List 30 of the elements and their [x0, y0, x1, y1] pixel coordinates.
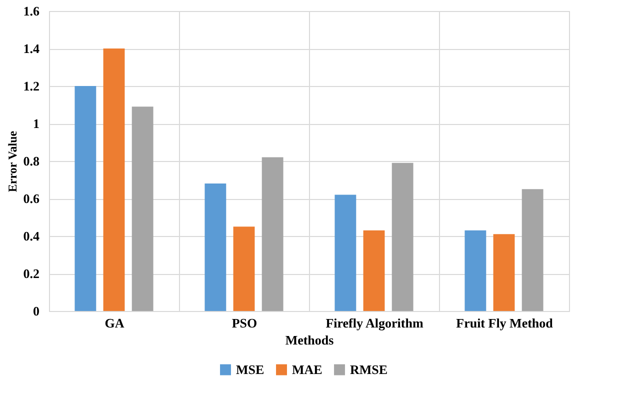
y-tick-label: 1.2 — [23, 78, 40, 94]
x-tick-label: Fruit Fly Method — [456, 316, 554, 330]
x-tick-label: GA — [104, 316, 125, 330]
bar — [493, 234, 515, 311]
bar — [132, 106, 154, 311]
x-axis-title: Methods — [285, 332, 334, 348]
legend-label: MSE — [236, 362, 264, 377]
x-tick-label: PSO — [232, 316, 258, 330]
bar — [363, 230, 385, 311]
bar — [522, 189, 544, 311]
y-tick-label: 0.2 — [23, 266, 40, 281]
y-tick-label: 0 — [33, 304, 40, 318]
bar — [103, 48, 125, 311]
bar — [464, 230, 486, 311]
y-tick-label: 0.4 — [23, 228, 40, 244]
y-tick-label: 1.6 — [23, 4, 40, 18]
y-tick-label: 1 — [33, 116, 40, 131]
y-tick-label: 0.8 — [23, 154, 40, 168]
legend-label: RMSE — [350, 362, 388, 377]
y-axis-title: Error Value — [5, 130, 20, 192]
bar — [204, 184, 226, 311]
bar — [233, 226, 255, 311]
x-tick-label: Firefly Algorithm — [326, 316, 424, 330]
bar — [334, 194, 356, 311]
bar — [392, 162, 414, 311]
bar — [262, 157, 284, 311]
legend-label: MAE — [292, 362, 322, 377]
y-tick-label: 1.4 — [23, 41, 40, 56]
bar — [74, 86, 96, 311]
y-tick-label: 0.6 — [23, 191, 40, 206]
